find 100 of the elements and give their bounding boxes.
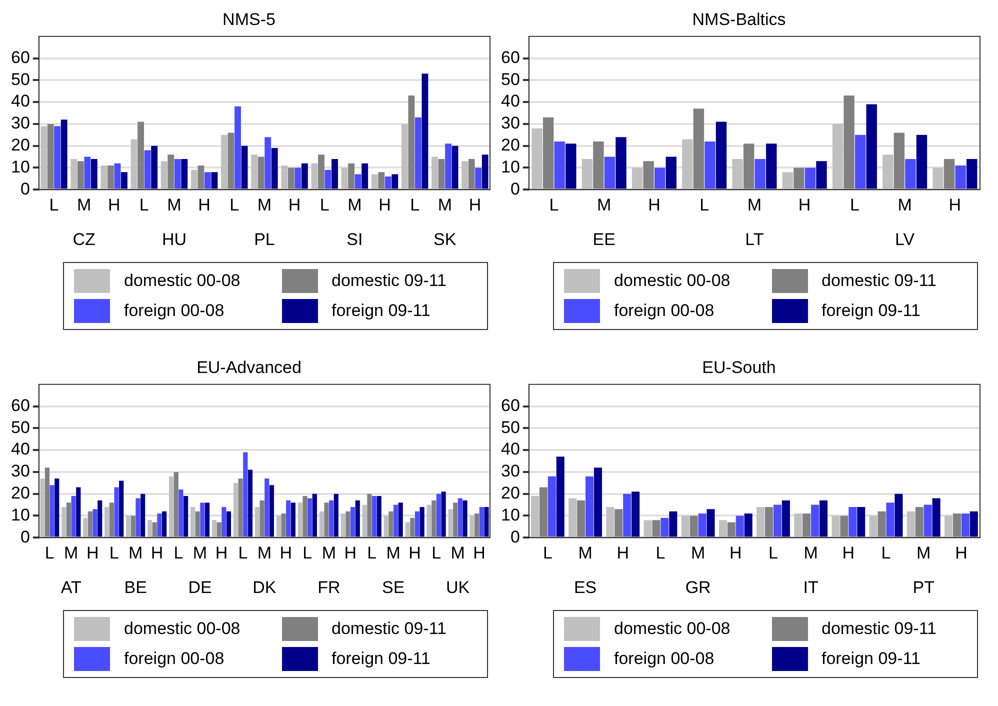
bar: [448, 509, 453, 537]
y-tick-label: 10: [500, 157, 520, 176]
bar: [126, 516, 131, 537]
bar: [222, 506, 226, 537]
bar: [840, 516, 848, 537]
text: EE: [592, 230, 616, 250]
bar: [614, 509, 623, 537]
x-tick-label: H: [215, 543, 228, 562]
x-tick-label: L: [302, 543, 312, 562]
bar: [794, 514, 802, 537]
bar: [436, 494, 442, 537]
bar: [140, 494, 146, 537]
bar: [276, 516, 281, 537]
y-tick-label: 50: [10, 70, 30, 89]
bar: [251, 154, 258, 189]
x-tick-label: L: [139, 195, 149, 214]
y-tick-label: 10: [500, 505, 520, 524]
bar: [47, 124, 54, 189]
bar: [727, 522, 736, 537]
bar: [258, 156, 264, 189]
bar: [241, 146, 248, 189]
bar: [100, 166, 108, 189]
bar: [782, 172, 794, 189]
bar: [410, 518, 415, 537]
bar: [698, 514, 706, 537]
bar: [690, 516, 698, 537]
x-tick-label: H: [616, 543, 630, 562]
bar: [168, 476, 174, 537]
bar: [632, 492, 640, 537]
bar: [62, 506, 66, 537]
bar: [462, 500, 468, 537]
bar: [414, 511, 420, 537]
text: SI: [346, 230, 363, 250]
bar: [388, 511, 394, 537]
bar: [174, 158, 181, 189]
bar: [878, 511, 886, 537]
bar: [92, 509, 98, 537]
bar: [704, 141, 716, 189]
bar: [311, 163, 318, 189]
bar: [743, 144, 754, 189]
bar: [458, 498, 462, 537]
bar: [288, 168, 294, 189]
bar: [820, 500, 828, 537]
bar: [905, 158, 916, 189]
bar: [652, 520, 660, 537]
text: DE: [188, 578, 212, 598]
bar: [88, 511, 92, 537]
bar: [183, 496, 188, 537]
legend-label: domestic 00-08: [614, 619, 730, 639]
y-tick-label: 60: [500, 48, 520, 67]
x-tick-label: M: [578, 543, 592, 562]
x-tick-label: H: [108, 195, 120, 214]
bar: [301, 163, 308, 189]
bar: [970, 511, 978, 537]
bar: [736, 516, 744, 537]
x-tick-label: M: [348, 195, 362, 214]
bar: [766, 144, 777, 189]
x-tick-label: H: [408, 543, 421, 562]
bar: [682, 139, 693, 189]
y-tick-label: 30: [500, 462, 520, 481]
bar: [866, 104, 877, 189]
x-tick-label: M: [322, 543, 336, 562]
text: GR: [685, 578, 711, 598]
bar: [643, 161, 654, 189]
legend-label: domestic 09-11: [822, 619, 936, 639]
x-tick-label: H: [280, 543, 292, 562]
bar: [811, 504, 820, 537]
text: UK: [446, 578, 470, 598]
legend-label: domestic 09-11: [332, 271, 446, 291]
bar: [90, 158, 98, 189]
bar: [341, 168, 348, 189]
bar: [593, 141, 604, 189]
bar: [531, 496, 540, 537]
bar: [324, 170, 332, 189]
bar: [281, 166, 288, 189]
x-tick-label: M: [128, 543, 143, 562]
chart-title: NMS-Baltics: [692, 10, 786, 29]
bar: [716, 122, 727, 189]
bar: [84, 156, 91, 189]
bar: [54, 478, 60, 537]
x-tick-label: H: [150, 543, 164, 562]
bar: [577, 500, 586, 537]
text: PT: [912, 578, 934, 598]
bar: [76, 487, 81, 537]
bar: [228, 132, 234, 189]
x-tick-label: H: [468, 195, 482, 214]
bar: [882, 154, 894, 189]
bar: [162, 511, 167, 537]
y-tick-label: 0: [20, 527, 30, 546]
x-tick-label: L: [549, 195, 559, 214]
legend-label: foreign 00-08: [614, 649, 714, 669]
x-tick-label: M: [76, 195, 92, 214]
chart-title: EU-South: [702, 358, 776, 377]
bar: [130, 516, 136, 537]
x-tick-label: M: [747, 195, 762, 214]
x-tick-label: M: [450, 543, 465, 562]
bar: [372, 496, 377, 537]
legend-label: foreign 09-11: [822, 649, 920, 669]
bar: [264, 478, 270, 537]
y-tick-label: 0: [20, 179, 30, 198]
